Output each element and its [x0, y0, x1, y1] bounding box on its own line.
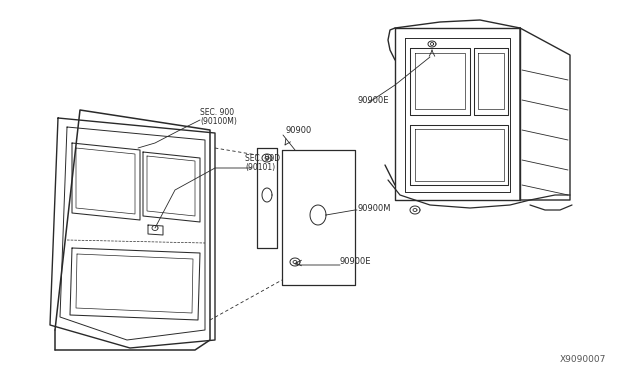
Text: (90101): (90101) — [245, 163, 275, 171]
Text: 90900E: 90900E — [340, 257, 371, 266]
Text: 90900: 90900 — [285, 125, 311, 135]
Text: X9090007: X9090007 — [560, 356, 606, 365]
Text: SEC. 900: SEC. 900 — [200, 108, 234, 116]
Text: (90100M): (90100M) — [200, 116, 237, 125]
Text: 90900M: 90900M — [358, 203, 392, 212]
Text: 90900E: 90900E — [358, 96, 390, 105]
Text: SEC. 90D: SEC. 90D — [245, 154, 280, 163]
